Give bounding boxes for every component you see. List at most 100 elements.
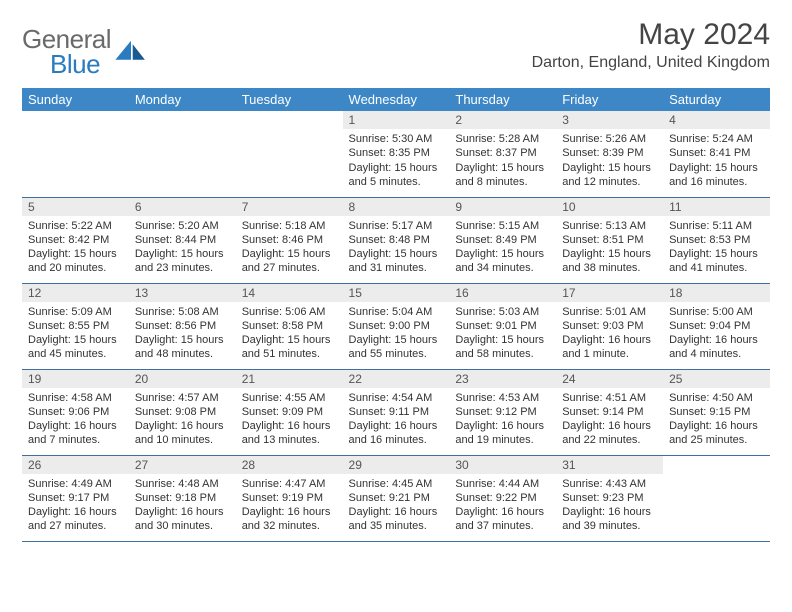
calendar-day-cell: 26Sunrise: 4:49 AMSunset: 9:17 PMDayligh… [22,455,129,541]
calendar-day-cell: 5Sunrise: 5:22 AMSunset: 8:42 PMDaylight… [22,197,129,283]
daylight-text: Daylight: 15 hours and 31 minutes. [349,247,444,276]
sunset-text: Sunset: 8:58 PM [242,319,337,333]
calendar-day-cell: 23Sunrise: 4:53 AMSunset: 9:12 PMDayligh… [449,369,556,455]
day-details: Sunrise: 4:43 AMSunset: 9:23 PMDaylight:… [556,474,663,538]
sunset-text: Sunset: 8:49 PM [455,233,550,247]
day-details: Sunrise: 5:30 AMSunset: 8:35 PMDaylight:… [343,129,450,193]
daylight-text: Daylight: 15 hours and 38 minutes. [562,247,657,276]
day-number: 31 [556,456,663,474]
day-number: 8 [343,198,450,216]
day-number: 11 [663,198,770,216]
sunset-text: Sunset: 9:11 PM [349,405,444,419]
daylight-text: Daylight: 16 hours and 27 minutes. [28,505,123,534]
daylight-text: Daylight: 16 hours and 7 minutes. [28,419,123,448]
day-number: 1 [343,111,450,129]
sunset-text: Sunset: 8:37 PM [455,146,550,160]
day-details: Sunrise: 5:00 AMSunset: 9:04 PMDaylight:… [663,302,770,366]
day-number: 17 [556,284,663,302]
day-number: 22 [343,370,450,388]
calendar-day-cell: 14Sunrise: 5:06 AMSunset: 8:58 PMDayligh… [236,283,343,369]
calendar-day-cell: 15Sunrise: 5:04 AMSunset: 9:00 PMDayligh… [343,283,450,369]
day-details: Sunrise: 5:22 AMSunset: 8:42 PMDaylight:… [22,216,129,280]
day-number: 4 [663,111,770,129]
day-details: Sunrise: 4:51 AMSunset: 9:14 PMDaylight:… [556,388,663,452]
calendar-day-cell: 12Sunrise: 5:09 AMSunset: 8:55 PMDayligh… [22,283,129,369]
daylight-text: Daylight: 16 hours and 10 minutes. [135,419,230,448]
day-details: Sunrise: 5:20 AMSunset: 8:44 PMDaylight:… [129,216,236,280]
daylight-text: Daylight: 15 hours and 8 minutes. [455,161,550,190]
sunrise-text: Sunrise: 5:00 AM [669,305,764,319]
sunrise-text: Sunrise: 4:57 AM [135,391,230,405]
calendar-day-cell [663,455,770,541]
calendar-day-cell: 11Sunrise: 5:11 AMSunset: 8:53 PMDayligh… [663,197,770,283]
day-number: 10 [556,198,663,216]
day-number: 9 [449,198,556,216]
location: Darton, England, United Kingdom [532,54,770,72]
sunrise-text: Sunrise: 4:43 AM [562,477,657,491]
sunset-text: Sunset: 8:42 PM [28,233,123,247]
sunrise-text: Sunrise: 5:24 AM [669,132,764,146]
sunset-text: Sunset: 9:21 PM [349,491,444,505]
day-number: 25 [663,370,770,388]
sunrise-text: Sunrise: 5:30 AM [349,132,444,146]
calendar-day-cell: 10Sunrise: 5:13 AMSunset: 8:51 PMDayligh… [556,197,663,283]
day-number: 21 [236,370,343,388]
day-number: 12 [22,284,129,302]
day-details: Sunrise: 4:54 AMSunset: 9:11 PMDaylight:… [343,388,450,452]
calendar-day-cell: 27Sunrise: 4:48 AMSunset: 9:18 PMDayligh… [129,455,236,541]
sunrise-text: Sunrise: 5:15 AM [455,219,550,233]
daylight-text: Daylight: 15 hours and 58 minutes. [455,333,550,362]
sunrise-text: Sunrise: 4:51 AM [562,391,657,405]
calendar-day-cell: 1Sunrise: 5:30 AMSunset: 8:35 PMDaylight… [343,111,450,197]
calendar-day-cell [129,111,236,197]
sunset-text: Sunset: 9:14 PM [562,405,657,419]
sunrise-text: Sunrise: 5:28 AM [455,132,550,146]
day-number: 28 [236,456,343,474]
day-details: Sunrise: 5:28 AMSunset: 8:37 PMDaylight:… [449,129,556,193]
sunset-text: Sunset: 8:48 PM [349,233,444,247]
sunrise-text: Sunrise: 4:45 AM [349,477,444,491]
daylight-text: Daylight: 15 hours and 5 minutes. [349,161,444,190]
calendar-day-cell: 24Sunrise: 4:51 AMSunset: 9:14 PMDayligh… [556,369,663,455]
calendar-day-cell: 17Sunrise: 5:01 AMSunset: 9:03 PMDayligh… [556,283,663,369]
day-details: Sunrise: 5:09 AMSunset: 8:55 PMDaylight:… [22,302,129,366]
sunset-text: Sunset: 8:55 PM [28,319,123,333]
day-details: Sunrise: 4:55 AMSunset: 9:09 PMDaylight:… [236,388,343,452]
sunset-text: Sunset: 8:51 PM [562,233,657,247]
sunrise-text: Sunrise: 5:22 AM [28,219,123,233]
sunrise-text: Sunrise: 5:06 AM [242,305,337,319]
dow-saturday: Saturday [663,88,770,111]
daylight-text: Daylight: 15 hours and 27 minutes. [242,247,337,276]
sunset-text: Sunset: 9:08 PM [135,405,230,419]
daylight-text: Daylight: 15 hours and 16 minutes. [669,161,764,190]
day-number: 13 [129,284,236,302]
sunset-text: Sunset: 9:19 PM [242,491,337,505]
daylight-text: Daylight: 15 hours and 41 minutes. [669,247,764,276]
sunrise-text: Sunrise: 5:11 AM [669,219,764,233]
header: General Blue May 2024 Darton, England, U… [22,18,770,80]
sunrise-text: Sunrise: 4:50 AM [669,391,764,405]
calendar-day-cell: 19Sunrise: 4:58 AMSunset: 9:06 PMDayligh… [22,369,129,455]
sunset-text: Sunset: 9:22 PM [455,491,550,505]
day-details: Sunrise: 5:11 AMSunset: 8:53 PMDaylight:… [663,216,770,280]
sunrise-text: Sunrise: 4:53 AM [455,391,550,405]
day-number: 6 [129,198,236,216]
sunrise-text: Sunrise: 5:18 AM [242,219,337,233]
daylight-text: Daylight: 15 hours and 48 minutes. [135,333,230,362]
sunset-text: Sunset: 8:53 PM [669,233,764,247]
day-number: 18 [663,284,770,302]
day-details: Sunrise: 4:50 AMSunset: 9:15 PMDaylight:… [663,388,770,452]
day-number: 24 [556,370,663,388]
dow-wednesday: Wednesday [343,88,450,111]
sunset-text: Sunset: 9:04 PM [669,319,764,333]
day-details: Sunrise: 5:26 AMSunset: 8:39 PMDaylight:… [556,129,663,193]
day-details: Sunrise: 5:06 AMSunset: 8:58 PMDaylight:… [236,302,343,366]
day-details: Sunrise: 4:48 AMSunset: 9:18 PMDaylight:… [129,474,236,538]
daylight-text: Daylight: 16 hours and 35 minutes. [349,505,444,534]
logo: General Blue [22,24,149,80]
daylight-text: Daylight: 16 hours and 1 minute. [562,333,657,362]
sunset-text: Sunset: 9:00 PM [349,319,444,333]
sunrise-text: Sunrise: 4:49 AM [28,477,123,491]
day-details: Sunrise: 5:17 AMSunset: 8:48 PMDaylight:… [343,216,450,280]
sunset-text: Sunset: 8:44 PM [135,233,230,247]
